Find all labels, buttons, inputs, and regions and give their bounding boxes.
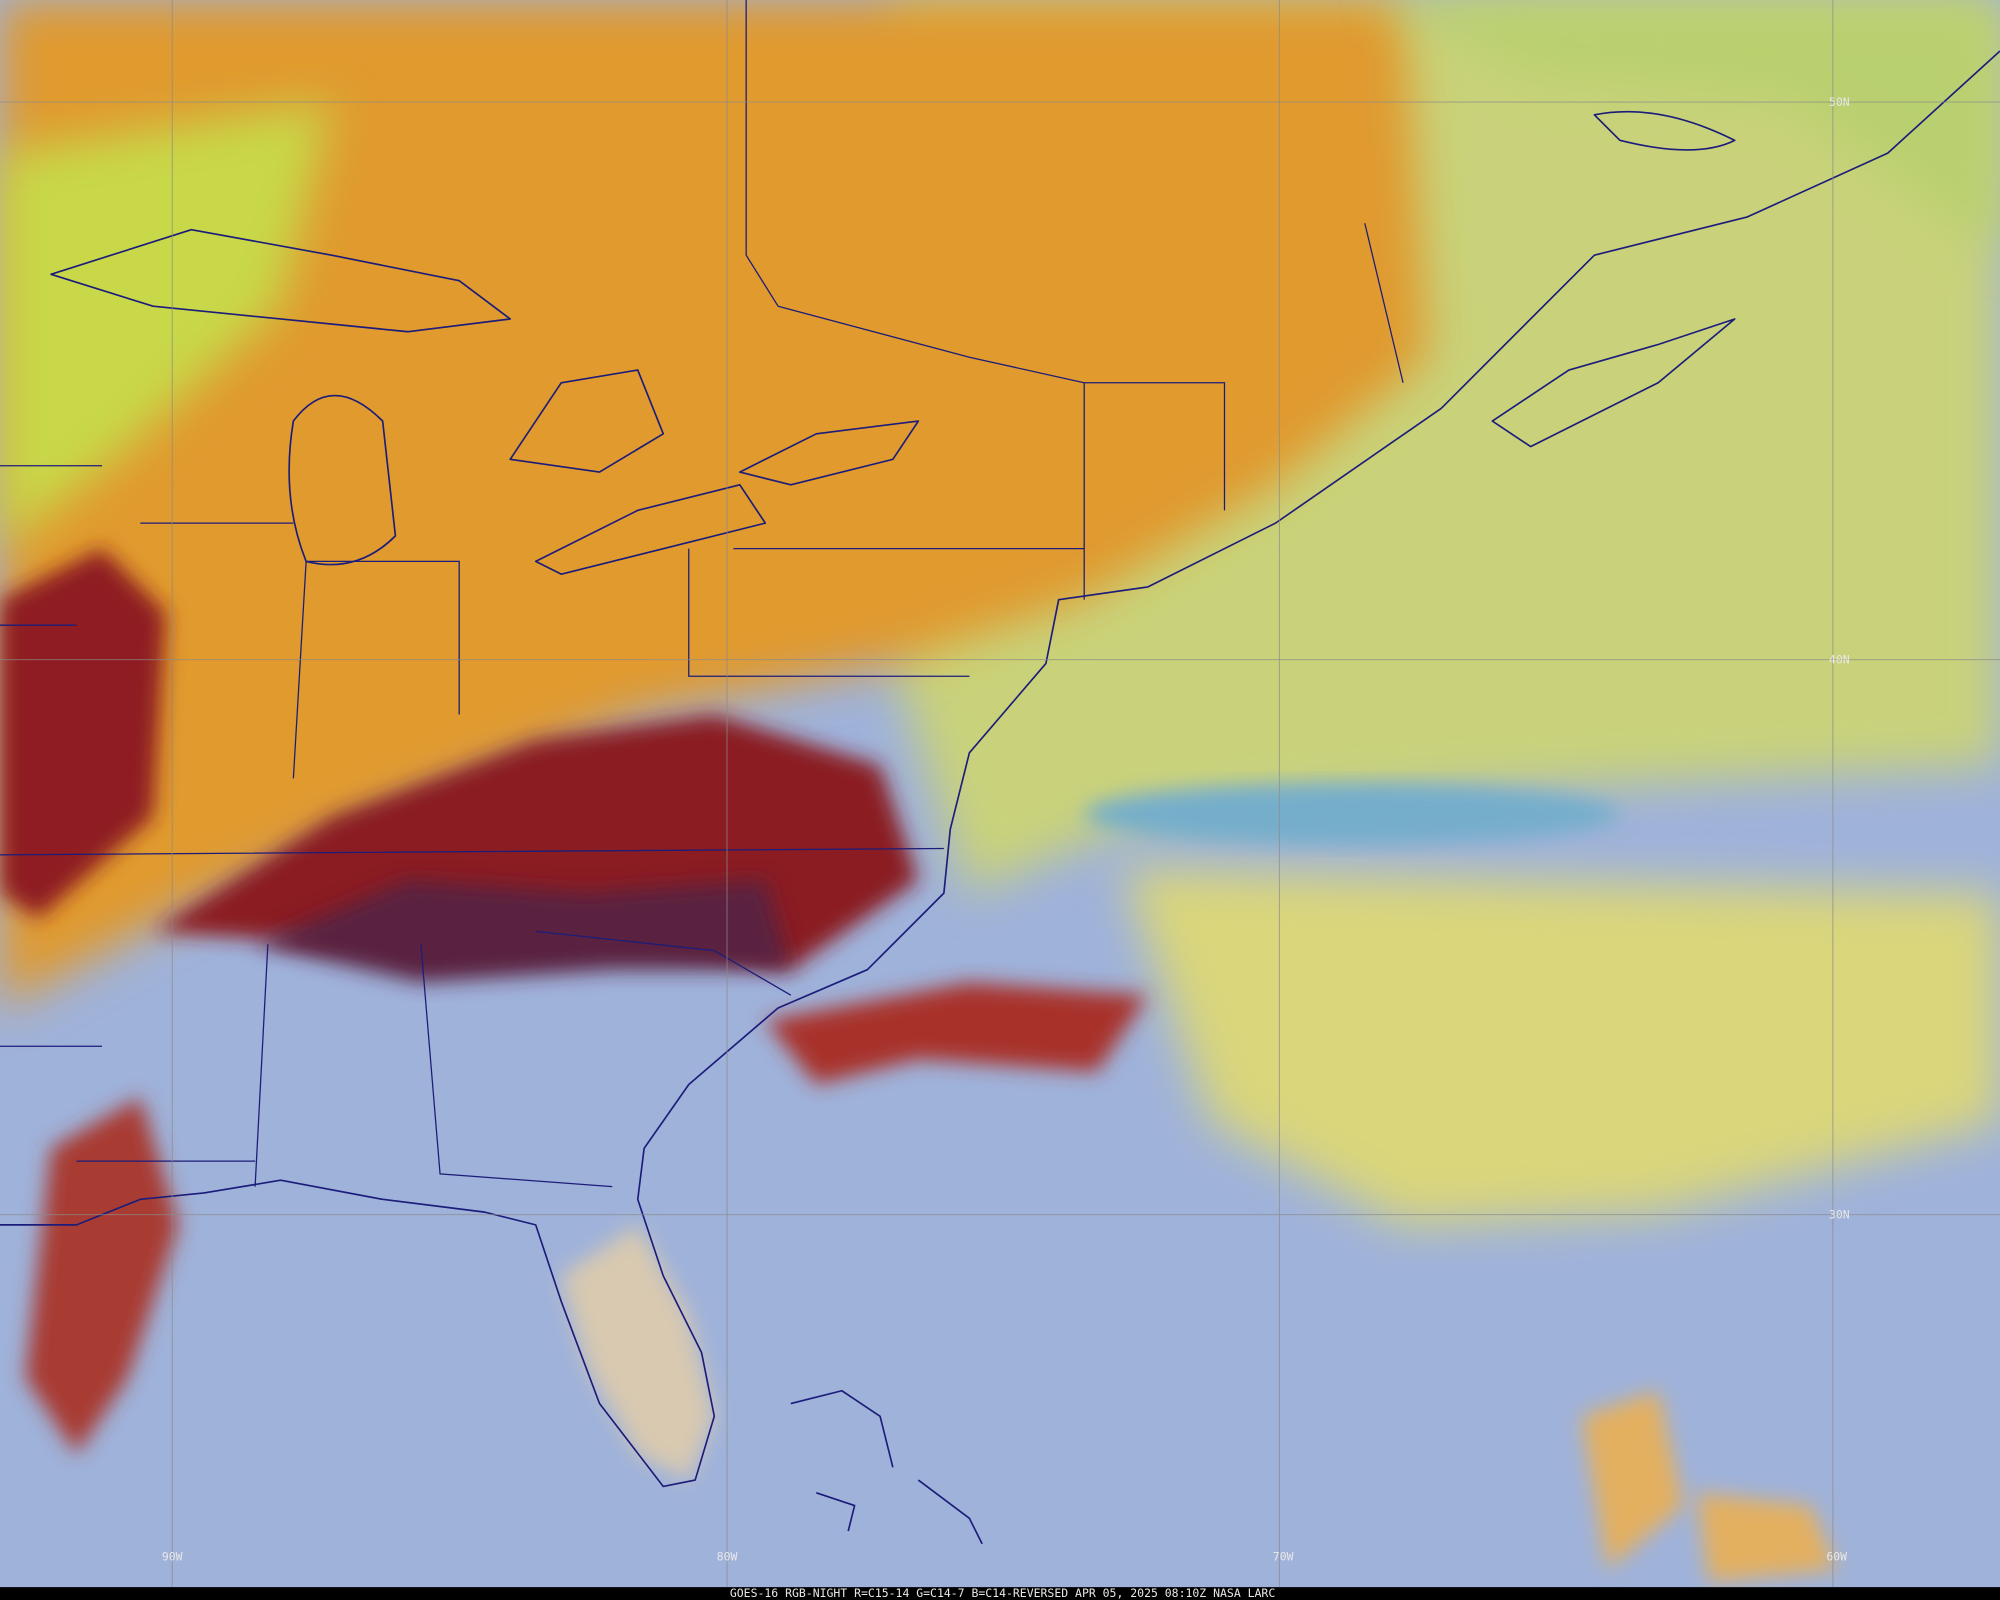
state-borders [0,0,1404,1188]
lat-label: 50N [1829,95,1850,109]
coastlines [0,50,2000,1545]
lon-label: 60W [1826,1549,1847,1563]
lon-label: 70W [1273,1549,1294,1563]
lon-label: 90W [162,1549,183,1563]
lon-label: 80W [717,1549,738,1563]
footer-caption: GOES-16 RGB-NIGHT R=C15-14 G=C14-7 B=C14… [730,1586,1275,1600]
footer-bar [0,1587,2000,1600]
lat-label: 40N [1829,652,1850,666]
lat-label: 30N [1829,1207,1850,1221]
